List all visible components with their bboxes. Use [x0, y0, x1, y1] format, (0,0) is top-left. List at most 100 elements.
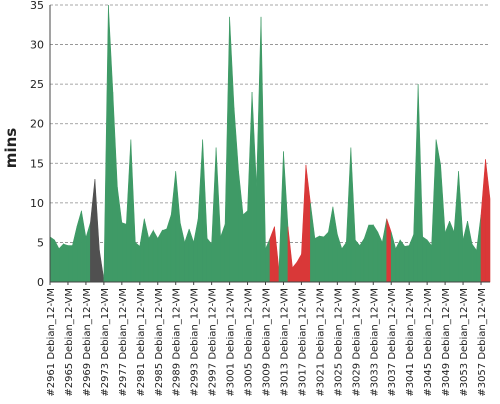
area-segment-success: [126, 139, 132, 283]
x-tick-label: #2969 Debian_12-VM: [82, 288, 93, 397]
area-segment-success: [323, 231, 329, 283]
area-segment-success: [202, 139, 208, 283]
area-segment-success: [372, 223, 379, 283]
area-segment-success: [251, 92, 257, 283]
area-segment-success: [310, 202, 316, 283]
area-segment-success: [242, 210, 248, 283]
area-segment-success: [467, 221, 473, 283]
area-segment-success: [229, 16, 235, 283]
x-tick-label: #3037 Debian_12-VM: [387, 288, 398, 397]
area-segment-success: [247, 92, 253, 283]
area-segment-failure: [269, 226, 275, 283]
x-tick-label: #2997 Debian_12-VM: [208, 288, 219, 397]
area-segment-success: [337, 234, 343, 283]
area-segment-success: [197, 139, 203, 283]
area-segment-success: [238, 171, 244, 283]
area-segment-success: [256, 16, 262, 283]
area-segment-success: [76, 210, 82, 283]
area-segment-success: [211, 147, 217, 283]
x-tick-label: #3013 Debian_12-VM: [279, 288, 290, 397]
area-segment-failure: [305, 164, 311, 283]
area-segment-success: [220, 224, 226, 283]
area-segment-success: [67, 245, 73, 283]
plot-area: [49, 4, 491, 283]
area-segment-success: [355, 239, 361, 283]
area-segment-success: [148, 229, 154, 283]
area-segment-success: [435, 139, 441, 283]
x-tick-labels: #2961 Debian_12-VM #2965 Debian_12-VM #296…: [46, 282, 488, 397]
axes: [49, 5, 490, 283]
area-segment-success: [265, 238, 271, 283]
x-tick-label: #3005 Debian_12-VM: [244, 288, 255, 397]
area-segment-success: [390, 232, 397, 283]
area-segment-success: [135, 241, 141, 283]
area-segment-success: [139, 218, 145, 283]
area-segment-success: [175, 171, 181, 283]
x-tick-label: #2989 Debian_12-VM: [172, 288, 183, 397]
area-segment-success: [215, 147, 221, 283]
x-tick-label: #3045 Debian_12-VM: [423, 288, 434, 397]
area-segment-aborted: [99, 250, 105, 283]
area-segment-success: [399, 239, 405, 283]
y-tick-label: 10: [30, 197, 44, 210]
x-tick-label: #3041 Debian_12-VM: [405, 288, 416, 397]
area-segment-success: [184, 228, 190, 283]
x-tick-label: #3049 Debian_12-VM: [441, 288, 452, 397]
area-segment-success: [462, 220, 468, 283]
y-tick-label: 30: [30, 39, 44, 52]
area-segment-success: [283, 151, 289, 283]
area-segment-success: [363, 224, 370, 283]
area-segment-failure: [292, 261, 298, 283]
area-segment-success: [121, 222, 127, 283]
area-segment-success: [103, 4, 109, 283]
y-tick-label: 5: [37, 236, 44, 249]
area-segment-success: [449, 220, 455, 283]
y-tick-label: 0: [37, 276, 44, 289]
area-segment-success: [458, 171, 464, 283]
area-segment-success: [426, 239, 432, 283]
area-segment-success: [112, 92, 118, 283]
x-tick-label: #2985 Debian_12-VM: [154, 288, 165, 397]
area-segment-success: [314, 235, 320, 283]
y-tick-label: 35: [30, 0, 44, 12]
area-segment-success: [278, 151, 284, 283]
area-segment-success: [63, 243, 69, 283]
area-segment-success: [328, 206, 334, 283]
area-segment-failure: [485, 159, 491, 283]
area-segment-success: [332, 206, 338, 283]
area-segment-failure: [301, 164, 307, 283]
x-tick-label: #3001 Debian_12-VM: [226, 288, 237, 397]
area-segment-success: [341, 241, 347, 283]
area-segment-success: [476, 214, 482, 283]
area-segment-success: [350, 147, 356, 283]
area-segment-success: [179, 222, 185, 283]
x-tick-label: #3053 Debian_12-VM: [459, 288, 470, 397]
area-segment-failure: [296, 253, 302, 283]
x-tick-label: #3029 Debian_12-VM: [351, 288, 362, 397]
area-segment-success: [404, 245, 410, 283]
area-segment-success: [377, 232, 383, 283]
x-tick-label: #3021 Debian_12-VM: [315, 288, 326, 397]
area-segment-failure: [274, 226, 280, 283]
x-tick-label: #2977 Debian_12-VM: [118, 288, 129, 397]
y-axis-title: mins: [2, 128, 20, 168]
area-segment-failure: [287, 226, 293, 283]
area-segment-success: [368, 224, 374, 283]
y-tick-label: 20: [30, 118, 44, 131]
area-segment-success: [72, 226, 78, 283]
area-segment-success: [346, 147, 352, 283]
x-tick-label: #3009 Debian_12-VM: [262, 288, 273, 397]
area-segment-success: [444, 220, 450, 283]
area-segment-success: [117, 186, 123, 283]
area-segment-success: [161, 228, 168, 283]
area-segment-success: [408, 234, 414, 283]
area-segment-success: [224, 16, 230, 283]
area-segment-failure: [386, 218, 392, 283]
x-tick-label: #2973 Debian_12-VM: [100, 288, 111, 397]
area-segment-success: [193, 218, 199, 283]
x-tick-label: #3033 Debian_12-VM: [369, 288, 380, 397]
area-segment-success: [359, 237, 365, 283]
area-segment-success: [431, 139, 437, 283]
area-segment-success: [108, 4, 114, 283]
